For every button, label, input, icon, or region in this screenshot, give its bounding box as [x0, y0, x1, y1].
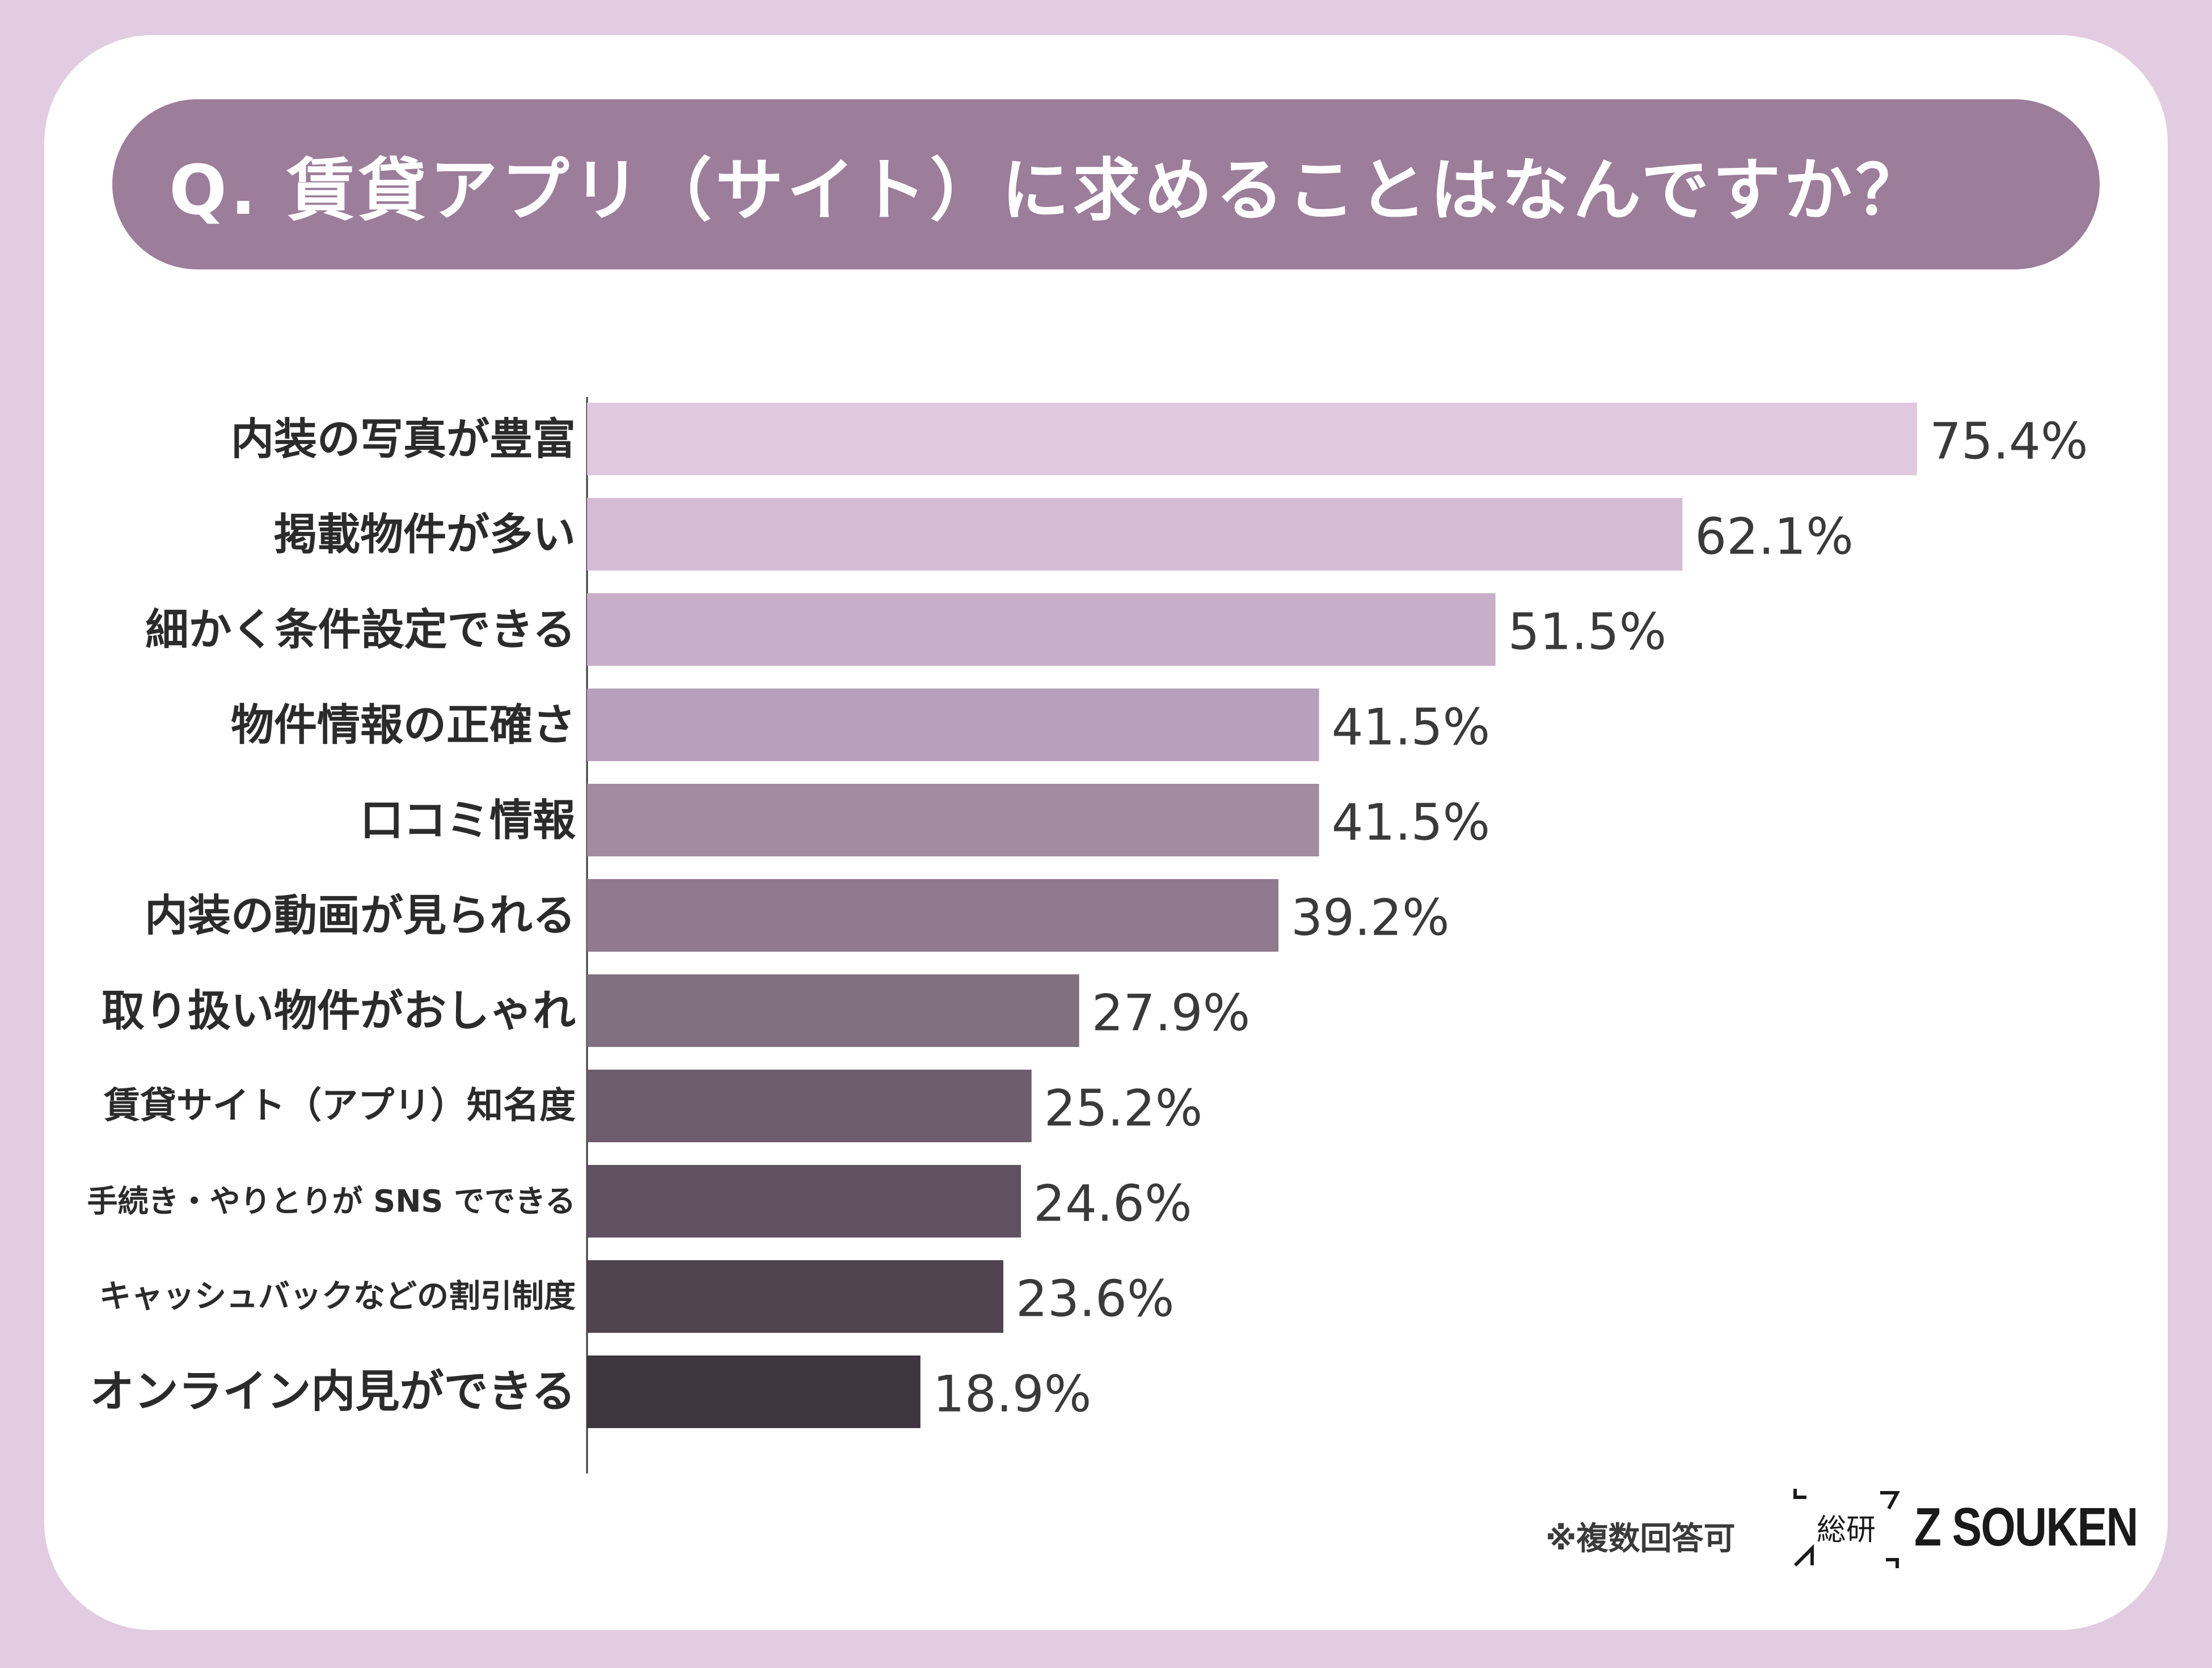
category-label-6: 内装の動画が見られる — [145, 890, 576, 941]
value-label-9: 24.6% — [1033, 1175, 1192, 1233]
bar-2 — [587, 498, 1683, 571]
category-label-8: 賃貸サイト（アプリ）知名度 — [103, 1085, 576, 1127]
bar-9 — [587, 1165, 1021, 1238]
category-label-2: 掲載物件が多い — [274, 509, 576, 560]
brand-logo-text: Z SOUKEN — [1914, 1497, 2138, 1557]
bar-7 — [587, 974, 1079, 1047]
title-banner: Q. 賃貸アプリ（サイト）に求めることはなんですか？ — [112, 99, 2100, 269]
value-label-2: 62.1% — [1695, 508, 1854, 566]
bar-4 — [587, 689, 1319, 761]
bar-8 — [587, 1070, 1032, 1142]
value-label-4: 41.5% — [1332, 698, 1491, 757]
value-label-3: 51.5% — [1508, 603, 1667, 661]
value-label-10: 23.6% — [1016, 1270, 1175, 1328]
bar-11 — [587, 1355, 921, 1428]
bar-10 — [587, 1260, 1003, 1333]
category-label-11: オンライン内見ができる — [90, 1366, 576, 1417]
footnote: ※複数回答可 — [1546, 1521, 1736, 1557]
logo-mark-text: 総研 — [1817, 1513, 1876, 1547]
category-label-1: 内装の写真が豊富 — [231, 414, 576, 464]
chart-title: Q. 賃貸アプリ（サイト）に求めることはなんですか？ — [169, 151, 1927, 230]
category-label-4: 物件情報の正確さ — [231, 700, 576, 750]
value-label-8: 25.2% — [1044, 1079, 1203, 1138]
value-label-11: 18.9% — [933, 1365, 1092, 1424]
bar-3 — [587, 593, 1496, 666]
bar-6 — [587, 879, 1279, 952]
value-label-5: 41.5% — [1332, 793, 1491, 852]
souken-logo-mark: 総研 — [1793, 1489, 1901, 1568]
category-label-7: 取り扱い物件がおしゃれ — [102, 986, 576, 1036]
value-label-1: 75.4% — [1930, 412, 2088, 471]
value-label-7: 27.9% — [1092, 984, 1251, 1042]
category-label-5: 口コミ情報 — [360, 795, 576, 846]
bar-1 — [587, 403, 1917, 475]
category-label-3: 細かく条件設定できる — [146, 605, 576, 655]
bar-5 — [587, 784, 1319, 856]
value-label-6: 39.2% — [1291, 889, 1450, 947]
category-label-9: 手続き・やりとりが SNS でできる — [87, 1184, 576, 1219]
category-label-10: キャッシュバックなどの割引制度 — [99, 1278, 576, 1315]
